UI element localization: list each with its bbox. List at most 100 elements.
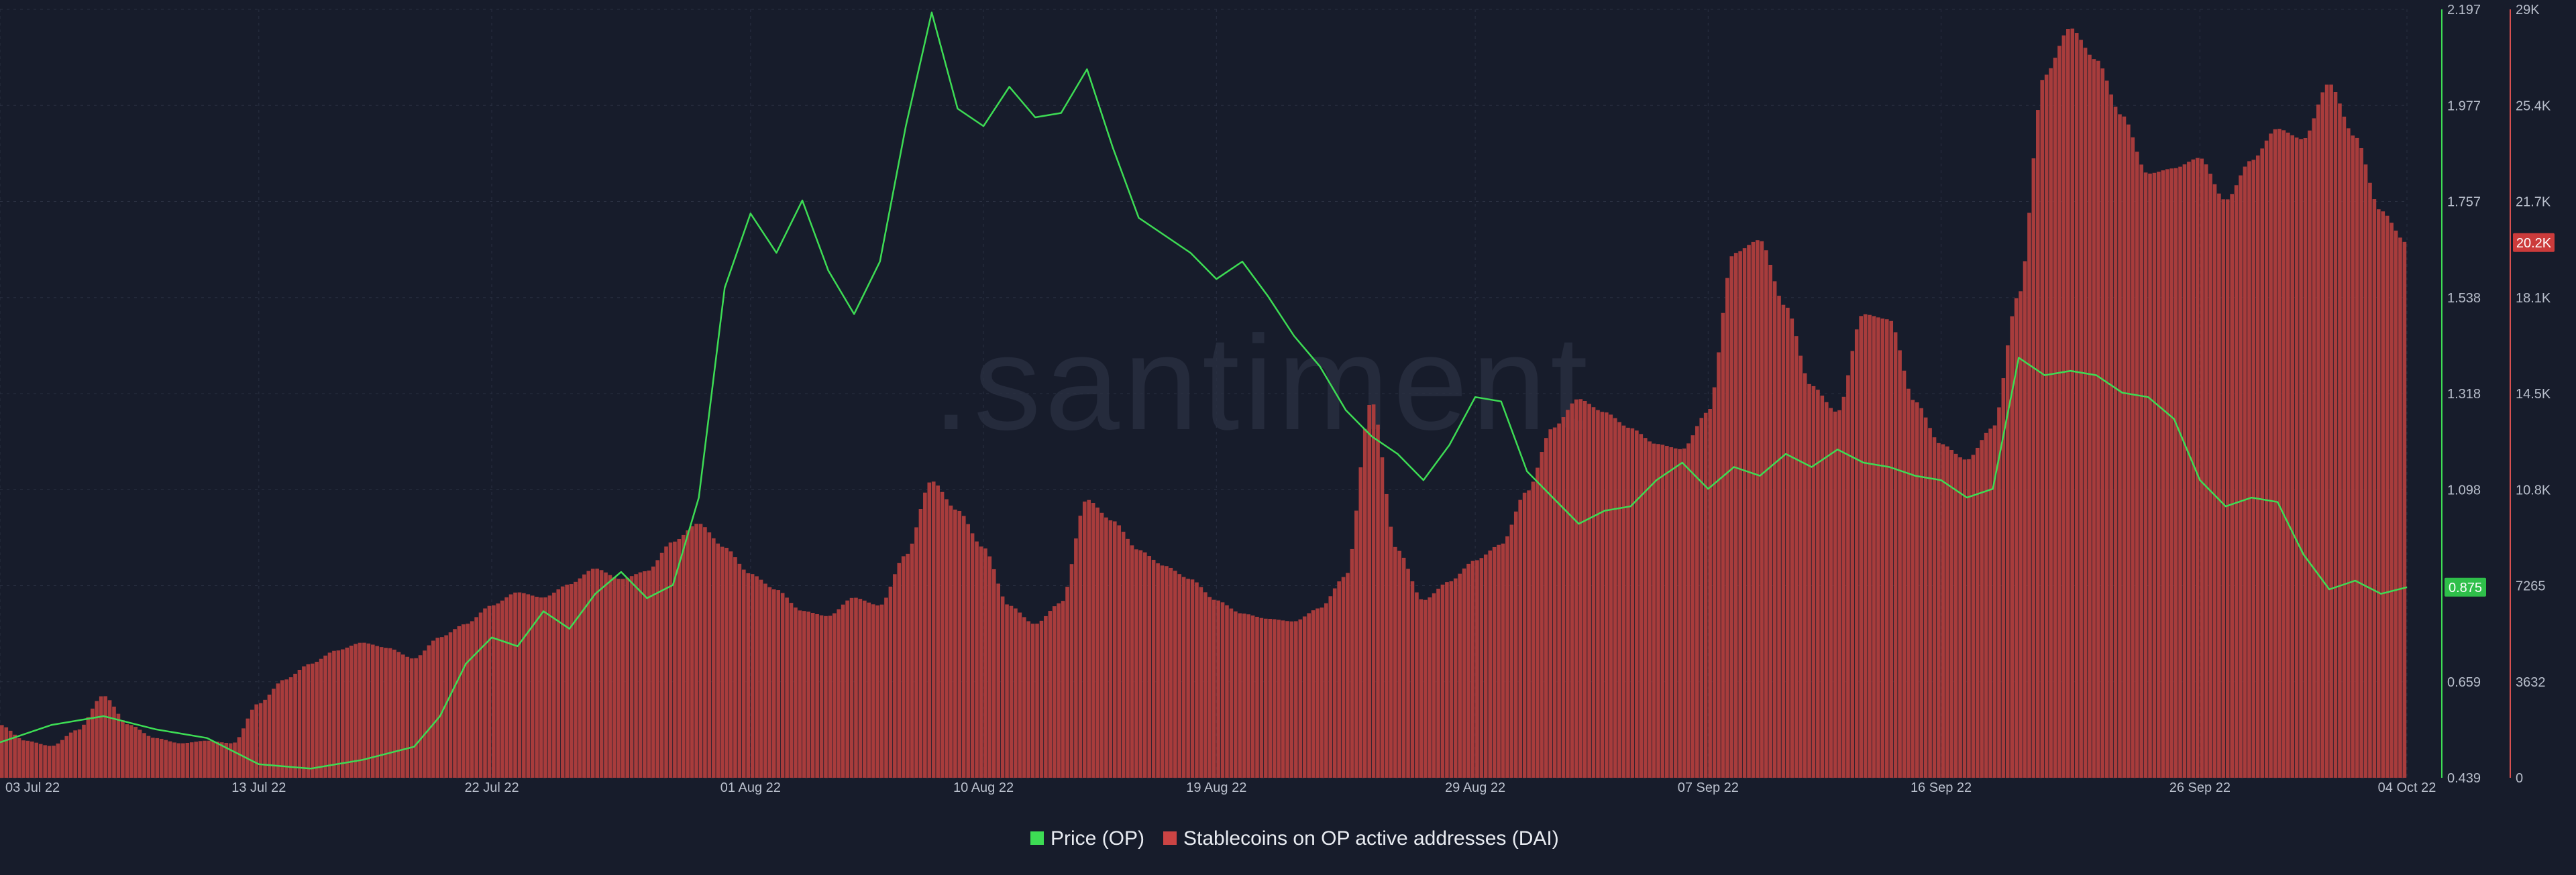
address-bar — [103, 696, 107, 778]
address-bar — [297, 669, 302, 778]
address-bar — [1837, 410, 1841, 778]
address-bar — [824, 616, 828, 778]
address-bar — [1794, 336, 1799, 778]
address-bar — [1104, 517, 1108, 778]
address-bar — [1165, 566, 1169, 778]
address-bar — [487, 605, 492, 778]
address-bar — [2031, 158, 2036, 778]
address-bar — [21, 740, 25, 778]
address-bar — [690, 526, 694, 778]
address-bar — [280, 680, 284, 778]
address-bar — [1212, 599, 1216, 778]
address-bar — [1440, 584, 1445, 778]
address-bar — [1177, 574, 1182, 778]
address-bar — [1768, 264, 1772, 778]
address-bar — [1509, 524, 1514, 778]
address-bar — [2255, 155, 2260, 778]
address-bar — [2282, 130, 2286, 778]
address-bar — [133, 727, 138, 778]
address-bar — [121, 720, 125, 778]
address-bar — [2320, 92, 2325, 778]
address-bar — [1816, 390, 1820, 778]
price-tick-label: 1.977 — [2447, 99, 2481, 113]
address-bar — [1147, 556, 1152, 778]
address-bar — [1889, 320, 1894, 778]
address-bar — [224, 743, 228, 778]
address-bar — [1350, 548, 1354, 778]
address-bar — [1307, 613, 1311, 778]
address-bar — [552, 592, 556, 778]
address-bar — [1717, 352, 1721, 778]
address-bar — [927, 482, 932, 778]
address-bar — [1513, 511, 1518, 778]
address-bar — [1117, 525, 1122, 778]
address-bar — [785, 597, 789, 778]
address-bar — [863, 600, 867, 778]
address-bar — [535, 597, 539, 778]
address-bar — [2061, 35, 2066, 778]
address-bar — [2212, 184, 2217, 778]
address-bar — [1600, 412, 1605, 778]
address-bar — [1505, 536, 1509, 778]
address-bar — [1069, 564, 1074, 778]
address-bar — [1898, 350, 1902, 778]
address-bar — [1341, 577, 1346, 778]
address-bar — [349, 645, 354, 778]
address-bar — [1173, 571, 1177, 778]
address-bar — [2385, 215, 2390, 778]
address-bar — [2333, 91, 2338, 778]
address-bar — [198, 741, 203, 778]
address-bar — [1238, 613, 1242, 778]
address-bar — [60, 740, 64, 778]
address-bar — [2204, 164, 2208, 778]
address-bar — [2104, 80, 2109, 778]
address-bar — [1574, 399, 1578, 778]
x-tick-label: 13 Jul 22 — [231, 780, 286, 795]
address-bar — [1669, 447, 1674, 778]
address-bar — [1419, 599, 1424, 778]
address-bar — [219, 742, 224, 778]
address-bar — [2023, 261, 2027, 778]
address-bar — [107, 700, 112, 778]
address-bar — [2294, 137, 2299, 778]
address-bar — [95, 701, 99, 778]
x-tick-label: 04 Oct 22 — [2378, 780, 2436, 795]
addresses-tick-label: 7265 — [2516, 579, 2546, 594]
address-bar — [1186, 579, 1190, 778]
address-bar — [1587, 404, 1591, 778]
address-bar — [73, 730, 77, 778]
address-bar — [91, 708, 95, 778]
address-bar — [798, 610, 802, 778]
address-bar — [975, 541, 979, 778]
address-bar — [1703, 412, 1708, 778]
address-bar — [681, 534, 686, 778]
address-bar — [539, 597, 543, 778]
address-bar — [1557, 423, 1561, 778]
address-bar — [405, 656, 410, 778]
address-bar — [2316, 104, 2320, 778]
address-bar — [1423, 599, 1428, 778]
address-bar — [1988, 428, 1992, 778]
address-bar — [673, 541, 677, 778]
address-bar — [1756, 240, 1760, 778]
address-bar — [125, 724, 129, 778]
address-bar — [1324, 603, 1328, 778]
address-bar — [1656, 444, 1660, 778]
address-bar — [423, 650, 427, 778]
address-bar — [392, 649, 396, 778]
address-bar — [918, 509, 923, 778]
address-bar — [1561, 417, 1566, 778]
address-bar — [1747, 245, 1751, 778]
address-bar — [1639, 434, 1644, 778]
address-bar — [741, 569, 746, 778]
address-bar — [1992, 425, 1997, 778]
address-bar — [1470, 561, 1475, 778]
address-bar — [284, 679, 289, 778]
address-bar — [427, 645, 431, 778]
address-bar — [2372, 199, 2377, 778]
address-bar — [129, 725, 133, 778]
address-bar — [302, 666, 306, 778]
address-bar — [448, 632, 453, 778]
address-bar — [396, 652, 401, 778]
address-bar — [2290, 135, 2295, 778]
